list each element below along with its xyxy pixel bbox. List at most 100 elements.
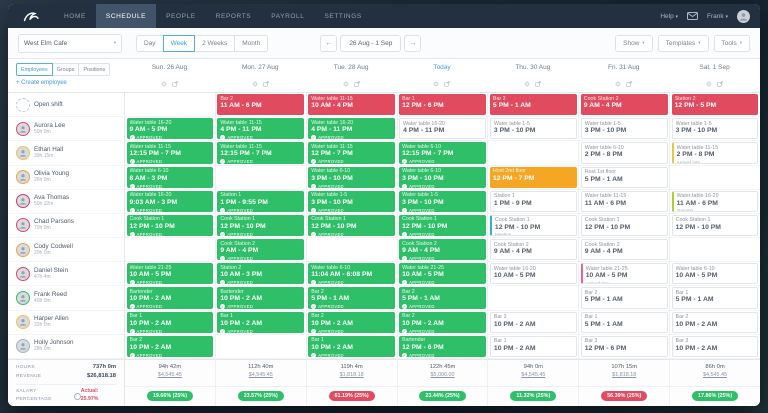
shift-plain[interactable]: Water table 21-25 10 AM - 5 PM Arrived lat…	[580, 263, 668, 285]
shift-approved[interactable]: Water table 11-15 12 PM - 7 PM ✓ APPROVED	[308, 142, 396, 164]
shift-cell[interactable]: Cook Station 1 12 PM - 10 PM	[578, 213, 670, 239]
shift-cell[interactable]: Water table 1-5 3 PM - 10 PM ✓ APPROVED	[396, 189, 488, 214]
shift-cell[interactable]: Water table 11-15 2 PM - 8 PM Arrived late	[669, 141, 760, 166]
shift-cell[interactable]: Water table 21-25 10 AM - 5 PM ✓ APPROVED	[124, 262, 215, 287]
sun-icon[interactable]	[706, 74, 713, 92]
shift-plain[interactable]: Bar 3 10 PM - 2 AM	[671, 335, 759, 357]
shift-cell[interactable]: Cook Station 1 12 PM - 10 PM	[669, 213, 760, 239]
employee-chad-parsons[interactable]: Chad Parsons 70h 0m	[8, 214, 124, 239]
shift-cell[interactable]: Water table 16-20 10 AM - 5 PM	[487, 262, 579, 287]
shift-approved[interactable]: Water table 6-10 12:15 PM - 7 PM ✓ APPROVED	[399, 142, 486, 164]
shift-cell[interactable]: Water table 21-25 10 AM - 5 PM ✓ APPROVED	[396, 262, 488, 287]
shift-approved[interactable]: Water table 1-5 3 PM - 10 PM ✓ APPROVED	[399, 190, 486, 212]
shift-cell[interactable]: Cook Station 1 12 PM - 10 PM ✓ APPROVED	[305, 213, 397, 239]
sun-icon[interactable]	[342, 74, 349, 92]
shift-cell[interactable]: Bar 1 12 PM - 6 PM	[396, 93, 488, 118]
shift-plain[interactable]: Water table 6-10 10 AM - 5 PM	[671, 263, 759, 285]
employee-aurora-lee[interactable]: Aurora Lee 50h 0m	[8, 117, 124, 142]
shift-approved[interactable]: Water table 16-20 9:03 AM - 3 PM ✓ APPROVED	[126, 190, 214, 212]
nav-item-schedule[interactable]: SCHEDULE	[95, 4, 157, 28]
sun-icon[interactable]	[433, 74, 440, 92]
prev-week-button[interactable]: ←	[320, 34, 338, 52]
shift-cell[interactable]: Water table 16-20 9:03 AM - 3 PM ✓ APPROVED	[124, 189, 215, 214]
shift-cell[interactable]: Water table 6-10 2 PM - 8 PM	[578, 141, 670, 166]
shift-cell[interactable]: Water table 6-10 3 PM - 10 PM ✓ APPROVED	[305, 165, 397, 190]
shift-cell[interactable]: Cook Station 1 12 PM - 10 PM ✓ APPROVED	[396, 213, 488, 239]
day-revenue-total[interactable]: $1,818.18	[612, 371, 637, 378]
shift-cell[interactable]: Water table 1-5 3 PM - 10 PM	[578, 117, 670, 142]
shift-cell[interactable]: Water table 1-5 3 PM - 10 PM ✓ APPROVED	[305, 189, 397, 214]
shift-cell[interactable]: Water table 11-15 12 PM - 7 PM ✓ APPROVED	[305, 141, 397, 166]
employee-holly-johnson[interactable]: Holly Johnson 28h 0m	[8, 335, 124, 359]
shift-cell[interactable]: Bartender 12 PM - 6 PM ✓ APPROVED	[396, 334, 488, 359]
expand-icon[interactable]	[172, 74, 178, 92]
shift-cell[interactable]: Cook Station 1 12 PM - 10 PM Meeting	[487, 213, 579, 239]
shift-cell[interactable]: Host 2nd floor 12 PM - 7 PM	[487, 165, 579, 190]
empty-shift-cell[interactable]	[487, 141, 579, 166]
nav-item-reports[interactable]: REPORTS	[215, 12, 252, 20]
menu-tools[interactable]: Tools ▾	[713, 34, 750, 52]
shift-cell[interactable]: Water table 11-15 11 AM - 6 PM	[578, 189, 670, 214]
shift-plain[interactable]: Cook Station 1 12 PM - 10 PM Meeting	[489, 214, 577, 237]
shift-cell[interactable]: Station 2 12 PM - 5 PM	[669, 93, 760, 118]
day-revenue-total[interactable]: $5,000.00	[430, 371, 455, 378]
empty-shift-cell[interactable]	[214, 165, 306, 190]
shift-approved[interactable]: Bartender 10 PM - 2 AM ✓ APPROVED	[126, 287, 214, 309]
view-option-week[interactable]: Week	[162, 34, 196, 52]
nav-item-home[interactable]: HOME	[64, 12, 86, 20]
shift-cell[interactable]: Water table 11-15 4 PM - 11 PM ✓ APPROVED	[214, 117, 306, 142]
date-range-label[interactable]: 26 Aug - 1 Sep	[340, 34, 402, 52]
shift-approved[interactable]: Bar 1 10 PM - 2 AM ✓ APPROVED	[217, 311, 305, 333]
shift-plain[interactable]: Water table 16-20 10 AM - 5 PM	[489, 263, 577, 285]
shift-approved[interactable]: Bar 2 10 PM - 2 AM ✓ APPROVED	[308, 311, 396, 333]
shift-cell[interactable]: Bar 2 11 AM - 6 PM	[214, 93, 306, 118]
expand-icon[interactable]	[444, 74, 451, 92]
day-revenue-total[interactable]: $4,545.45	[521, 371, 546, 378]
shift-plain[interactable]: Water table 16-20 11 AM - 6 PM Training	[671, 190, 759, 212]
expand-icon[interactable]	[353, 74, 360, 92]
shift-plain[interactable]: Water table 11-15 11 AM - 6 PM	[580, 190, 668, 212]
shift-approved[interactable]: Cook Station 1 12 PM - 10 PM ✓ APPROVED	[399, 214, 486, 237]
shift-cell[interactable]: Cook Station 1 12 PM - 10 PM ✓ APPROVED	[124, 213, 215, 239]
shift-approved[interactable]: Cook Station 1 12 PM - 10 PM ✓ APPROVED	[217, 214, 305, 237]
tab-groups[interactable]: Groups	[51, 63, 80, 76]
shift-cell[interactable]: Bar 2 10 PM - 2 AM ✓ APPROVED	[305, 310, 397, 335]
employee-ethan-hall[interactable]: Ethan Hall 39h 15m	[8, 141, 124, 166]
shift-cell[interactable]: Water table 6-10 3 PM - 10 PM ✓ APPROVED	[396, 165, 488, 190]
shift-cell[interactable]: Water table 11-15 10 AM - 4 PM	[305, 93, 397, 118]
shift-open[interactable]: Bar 2 11 AM - 6 PM	[217, 94, 305, 116]
shift-approved[interactable]: Water table 1-5 3 PM - 10 PM ✓ APPROVED	[308, 190, 396, 212]
shift-cell[interactable]: Bartender 10 PM - 2 AM ✓ APPROVED	[124, 286, 215, 311]
shift-cell[interactable]: Water table 1-5 3 PM - 10 PM	[669, 117, 760, 142]
shift-cell[interactable]: Water table 6-10 10 AM - 5 PM	[669, 262, 760, 287]
employee-harper-allen[interactable]: Harper Allen 32h 0m	[8, 311, 124, 335]
expand-icon[interactable]	[535, 74, 542, 92]
shift-cell[interactable]: Water table 6-10 12:15 PM - 7 PM ✓ APPROVED	[396, 141, 488, 166]
shift-open[interactable]: Water table 11-15 10 AM - 4 PM	[308, 94, 396, 116]
nav-item-payroll[interactable]: PAYROLL	[271, 12, 305, 20]
nav-item-people[interactable]: PEOPLE	[166, 12, 196, 20]
location-select[interactable]: West Elm Cafe ▾	[18, 33, 122, 53]
day-revenue-total[interactable]: $4,545.45	[157, 371, 182, 378]
create-employee-link[interactable]: + Create employee	[16, 80, 67, 86]
shift-approved[interactable]: Water table 11-15 4 PM - 11 PM ✓ APPROVED	[217, 118, 305, 140]
shift-plain[interactable]: Bar 3 12 PM - 6 PM	[580, 335, 668, 357]
shift-plain[interactable]: Cook Station 1 12 PM - 10 PM	[580, 214, 668, 237]
shift-cell[interactable]: Water table 16-20 9 AM - 5 PM ✓ APPROVED	[124, 117, 215, 142]
tab-positions[interactable]: Positions	[78, 63, 111, 76]
next-week-button[interactable]: →	[404, 34, 422, 52]
tab-employees[interactable]: Employees	[16, 63, 53, 76]
